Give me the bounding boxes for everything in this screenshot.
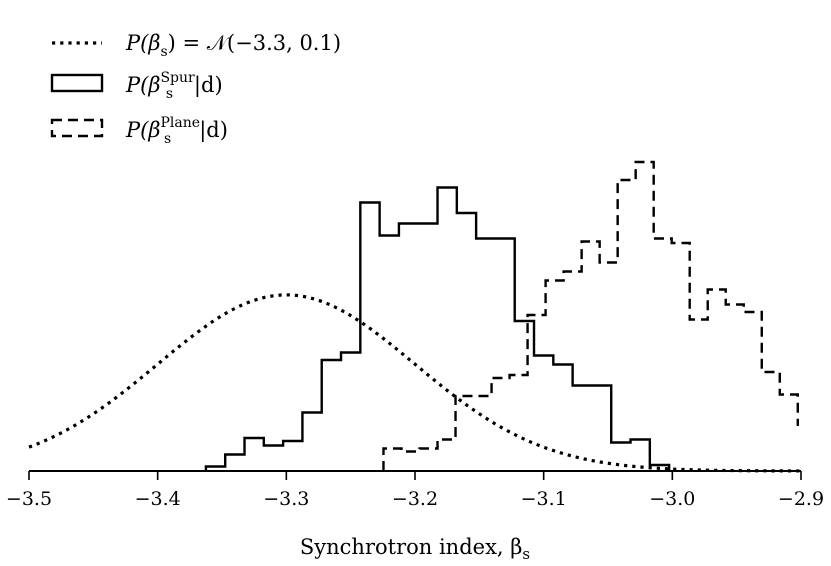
legend: P(βs) = 𝒩(−3.3, 0.1) P(βSpur s |d) P(βPlane s… [50,31,341,147]
series-spur-histogram [204,186,671,471]
x-tick-label: −3.0 [649,488,695,510]
series-prior-gaussian [28,293,802,473]
legend-marker [50,118,104,138]
x-tick-label: −3.1 [521,488,567,510]
legend-label: P(βSpur s |d) [125,70,223,102]
x-tick-label: −3.4 [135,488,181,510]
x-tick-label: −2.9 [778,488,824,510]
x-axis-label: Synchrotron index, βs [300,535,530,563]
series-plane-histogram [382,160,799,471]
x-axis: −3.5 −3.4 −3.3 −3.2 −3.1 −3.0 −2.9 [6,470,824,510]
series-layer [28,160,802,473]
x-tick-label: −3.5 [6,488,52,510]
legend-marker [50,73,104,93]
legend-label: P(βs) = 𝒩(−3.3, 0.1) [125,31,341,60]
x-tick-label: −3.3 [263,488,309,510]
x-tick-label: −3.2 [392,488,438,510]
legend-label: P(βPlane s |d) [125,115,228,147]
